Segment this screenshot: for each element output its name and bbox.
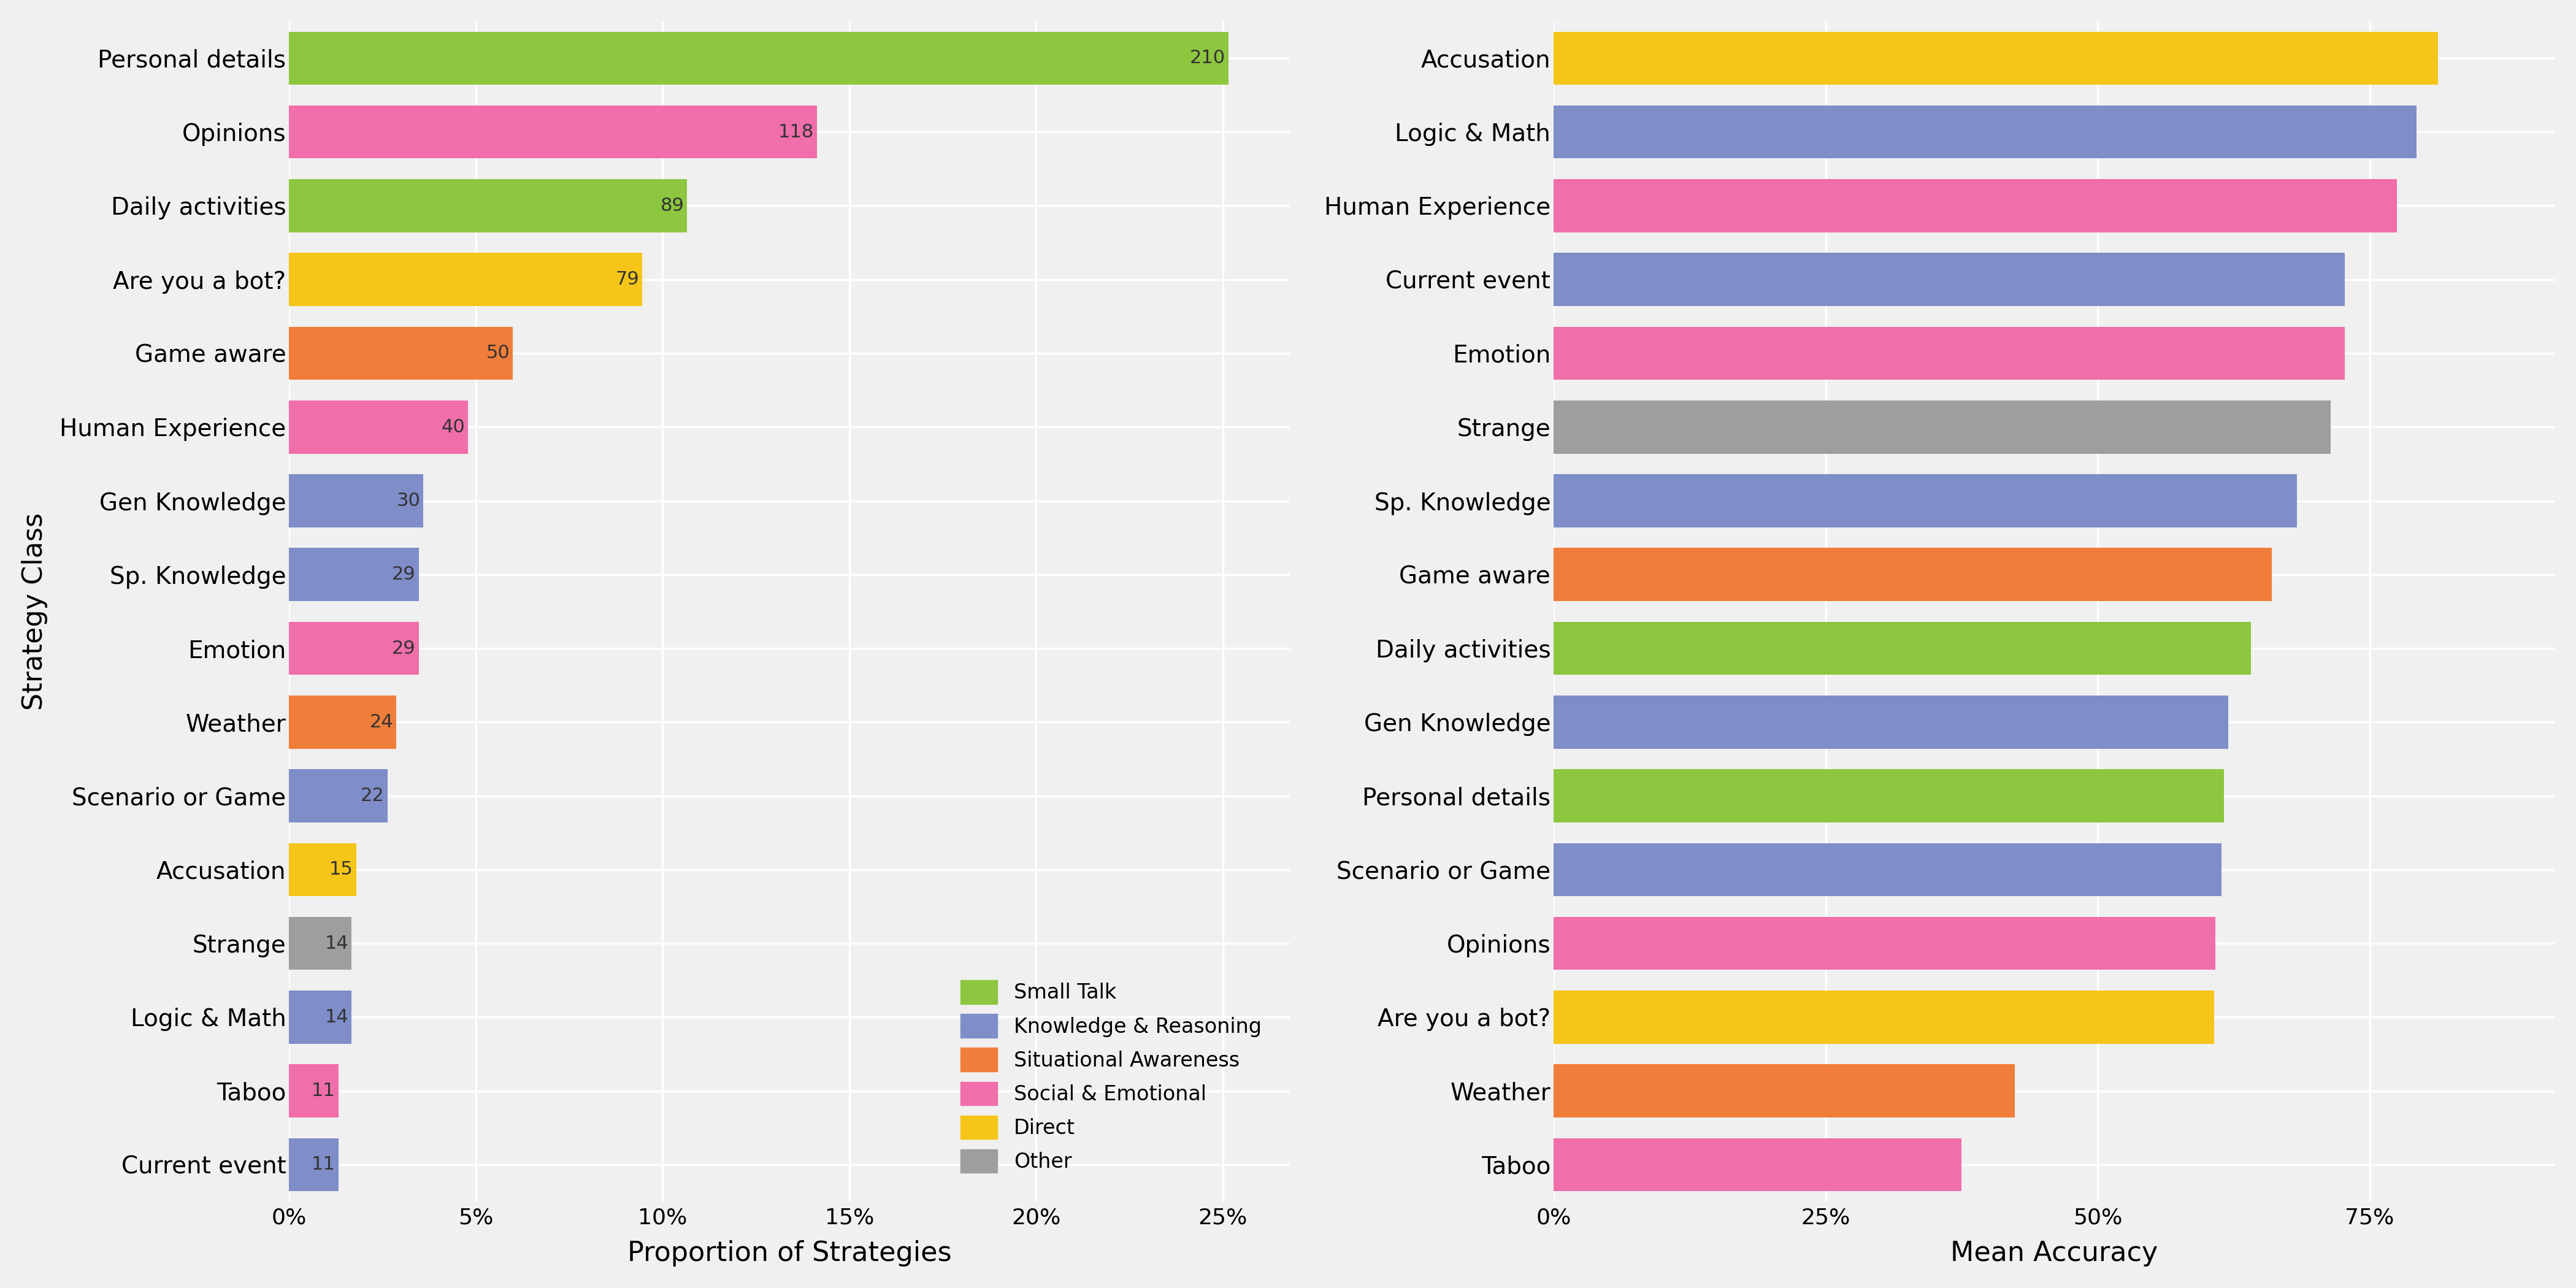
Text: 118: 118 bbox=[778, 124, 814, 140]
Bar bbox=[289, 917, 353, 970]
Bar bbox=[289, 696, 397, 748]
Text: 29: 29 bbox=[392, 639, 415, 657]
Bar bbox=[1553, 327, 2344, 380]
Bar bbox=[289, 1064, 337, 1118]
Bar bbox=[1553, 622, 2251, 675]
Bar bbox=[1553, 1064, 2014, 1118]
Bar bbox=[289, 474, 422, 527]
Bar bbox=[289, 844, 355, 896]
Bar bbox=[289, 622, 420, 675]
Text: 210: 210 bbox=[1190, 49, 1226, 67]
Bar bbox=[1553, 474, 2298, 527]
Text: 79: 79 bbox=[616, 270, 639, 289]
X-axis label: Mean Accuracy: Mean Accuracy bbox=[1950, 1240, 2159, 1266]
Bar bbox=[289, 547, 420, 601]
Bar bbox=[289, 401, 469, 453]
Bar bbox=[1553, 1139, 1963, 1191]
Bar bbox=[289, 252, 641, 307]
Text: 29: 29 bbox=[392, 565, 415, 583]
Bar bbox=[289, 1139, 337, 1191]
Bar bbox=[289, 990, 353, 1043]
Bar bbox=[289, 32, 1229, 85]
Text: 50: 50 bbox=[487, 344, 510, 362]
Bar bbox=[1553, 179, 2396, 232]
Bar bbox=[1553, 917, 2215, 970]
Bar bbox=[1553, 32, 2439, 85]
Bar bbox=[289, 106, 817, 158]
Bar bbox=[1553, 106, 2416, 158]
Bar bbox=[1553, 844, 2221, 896]
Text: 22: 22 bbox=[361, 787, 384, 805]
Text: 30: 30 bbox=[397, 492, 420, 510]
Text: 14: 14 bbox=[325, 1009, 348, 1027]
Text: 14: 14 bbox=[325, 935, 348, 952]
Bar bbox=[1553, 990, 2215, 1043]
Bar bbox=[289, 179, 688, 232]
Bar bbox=[289, 327, 513, 380]
Text: 40: 40 bbox=[440, 419, 466, 435]
Bar bbox=[1553, 252, 2344, 307]
Text: 89: 89 bbox=[659, 197, 685, 215]
Bar bbox=[1553, 696, 2228, 748]
Bar bbox=[1553, 547, 2272, 601]
Legend: Small Talk, Knowledge & Reasoning, Situational Awareness, Social & Emotional, Di: Small Talk, Knowledge & Reasoning, Situa… bbox=[953, 972, 1270, 1181]
Text: 11: 11 bbox=[312, 1155, 335, 1173]
Bar bbox=[1553, 769, 2223, 823]
Text: 15: 15 bbox=[330, 860, 353, 878]
Text: 11: 11 bbox=[312, 1082, 335, 1100]
X-axis label: Proportion of Strategies: Proportion of Strategies bbox=[629, 1240, 951, 1266]
Y-axis label: Strategy Class: Strategy Class bbox=[21, 513, 49, 710]
Text: 24: 24 bbox=[371, 714, 394, 732]
Bar bbox=[289, 769, 386, 823]
Bar bbox=[1553, 401, 2331, 453]
